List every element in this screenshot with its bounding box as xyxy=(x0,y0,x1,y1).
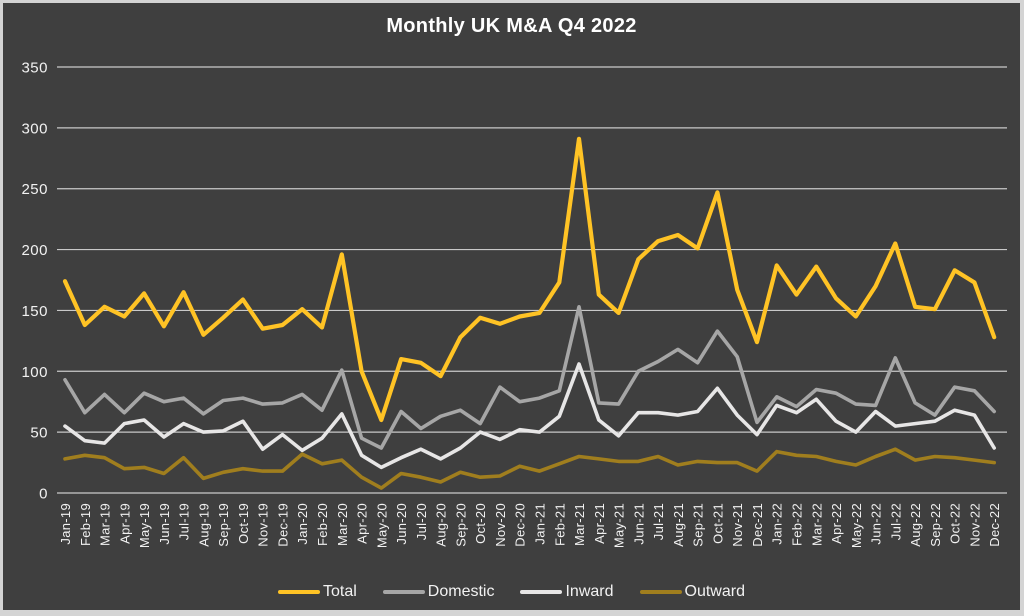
x-axis-tick-apr-20: Apr-20 xyxy=(355,503,370,544)
legend-item-outward: Outward xyxy=(639,583,745,601)
x-axis-tick-nov-20: Nov-20 xyxy=(493,503,508,547)
series-line-inward xyxy=(63,362,997,470)
x-axis-tick-feb-20: Feb-20 xyxy=(315,503,330,546)
series-line-domestic xyxy=(63,304,997,450)
x-axis-tick-sep-22: Sep-22 xyxy=(928,503,943,547)
x-axis-tick-nov-22: Nov-22 xyxy=(967,503,982,547)
series-line-outward xyxy=(63,447,997,490)
x-axis-tick-jun-21: Jun-21 xyxy=(631,503,646,545)
x-axis-tick-oct-21: Oct-21 xyxy=(710,503,725,544)
x-axis-tick-jan-19: Jan-19 xyxy=(58,503,73,545)
legend-item-total: Total xyxy=(278,583,357,601)
legend-swatch-total xyxy=(278,589,320,595)
x-axis-tick-jun-19: Jun-19 xyxy=(157,503,172,545)
x-axis-tick-mar-21: Mar-21 xyxy=(572,503,587,546)
x-axis-tick-apr-19: Apr-19 xyxy=(117,503,132,544)
y-axis-tick-350: 350 xyxy=(21,60,48,77)
x-axis-tick-mar-19: Mar-19 xyxy=(98,503,113,546)
legend-label-domestic: Domestic xyxy=(427,583,495,600)
x-axis-tick-may-20: May-20 xyxy=(374,503,389,548)
x-axis-tick-aug-20: Aug-20 xyxy=(434,503,449,547)
legend-swatch-domestic xyxy=(382,589,425,595)
y-axis-tick-50: 50 xyxy=(30,425,48,442)
y-axis-tick-0: 0 xyxy=(39,486,48,503)
x-axis-tick-feb-21: Feb-21 xyxy=(552,503,567,546)
x-axis-tick-may-21: May-21 xyxy=(612,503,627,548)
x-axis-tick-nov-19: Nov-19 xyxy=(256,503,271,547)
legend-swatch-inward xyxy=(520,589,563,595)
y-axis-tick-100: 100 xyxy=(21,364,48,381)
series-line-total xyxy=(62,136,997,423)
x-axis-tick-sep-21: Sep-21 xyxy=(691,503,706,547)
x-axis-tick-apr-21: Apr-21 xyxy=(592,503,607,544)
x-axis-tick-oct-19: Oct-19 xyxy=(236,503,251,544)
chart-plot-area: 350 300 250 200 150 100 50 0 Jan-19 Feb-19 Mar-19 A… xyxy=(21,60,1007,548)
x-axis-tick-dec-21: Dec-21 xyxy=(750,503,765,547)
x-axis-tick-sep-20: Sep-20 xyxy=(453,503,468,547)
x-axis-tick-jul-21: Jul-21 xyxy=(651,503,666,540)
x-axis-tick-sep-19: Sep-19 xyxy=(216,503,231,547)
legend-label-outward: Outward xyxy=(684,583,745,600)
x-axis-tick-aug-19: Aug-19 xyxy=(196,503,211,547)
chart-legend: Total Domestic Inward Outward xyxy=(3,583,1020,601)
x-axis-tick-may-19: May-19 xyxy=(137,503,152,548)
y-axis-tick-250: 250 xyxy=(21,181,48,198)
x-axis-tick-nov-21: Nov-21 xyxy=(730,503,745,547)
legend-item-inward: Inward xyxy=(520,583,614,601)
x-axis-tick-jul-20: Jul-20 xyxy=(414,503,429,540)
x-axis-tick-jan-21: Jan-21 xyxy=(532,503,547,545)
x-axis-tick-mar-20: Mar-20 xyxy=(335,503,350,546)
x-axis-tick-dec-20: Dec-20 xyxy=(513,503,528,547)
x-axis-tick-jul-19: Jul-19 xyxy=(177,503,192,540)
x-axis-tick-dec-19: Dec-19 xyxy=(275,503,290,547)
y-axis-tick-150: 150 xyxy=(21,303,48,320)
chart-title: Monthly UK M&A Q4 2022 xyxy=(386,15,637,37)
x-axis-tick-jan-22: Jan-22 xyxy=(770,503,785,545)
x-axis-tick-jan-20: Jan-20 xyxy=(295,503,310,545)
x-axis-tick-jun-22: Jun-22 xyxy=(869,503,884,545)
y-axis-tick-300: 300 xyxy=(21,120,48,137)
legend-item-domestic: Domestic xyxy=(382,583,495,601)
x-axis-tick-may-22: May-22 xyxy=(849,503,864,548)
x-axis-tick-oct-22: Oct-22 xyxy=(948,503,963,544)
x-axis-tick-apr-22: Apr-22 xyxy=(829,503,844,544)
x-axis-tick-feb-22: Feb-22 xyxy=(789,503,804,546)
x-axis-tick-aug-21: Aug-21 xyxy=(671,503,686,547)
x-axis-tick-jun-20: Jun-20 xyxy=(394,503,409,545)
x-axis-tick-mar-22: Mar-22 xyxy=(809,503,824,546)
x-axis-tick-dec-22: Dec-22 xyxy=(987,503,1002,547)
x-axis-tick-aug-22: Aug-22 xyxy=(908,503,923,547)
legend-label-total: Total xyxy=(323,583,357,600)
y-axis-tick-200: 200 xyxy=(21,242,48,259)
x-axis-tick-feb-19: Feb-19 xyxy=(78,503,93,546)
x-axis-tick-oct-20: Oct-20 xyxy=(473,503,488,544)
x-axis-tick-jul-22: Jul-22 xyxy=(888,503,903,540)
legend-label-inward: Inward xyxy=(565,583,614,600)
legend-swatch-outward xyxy=(639,589,682,595)
